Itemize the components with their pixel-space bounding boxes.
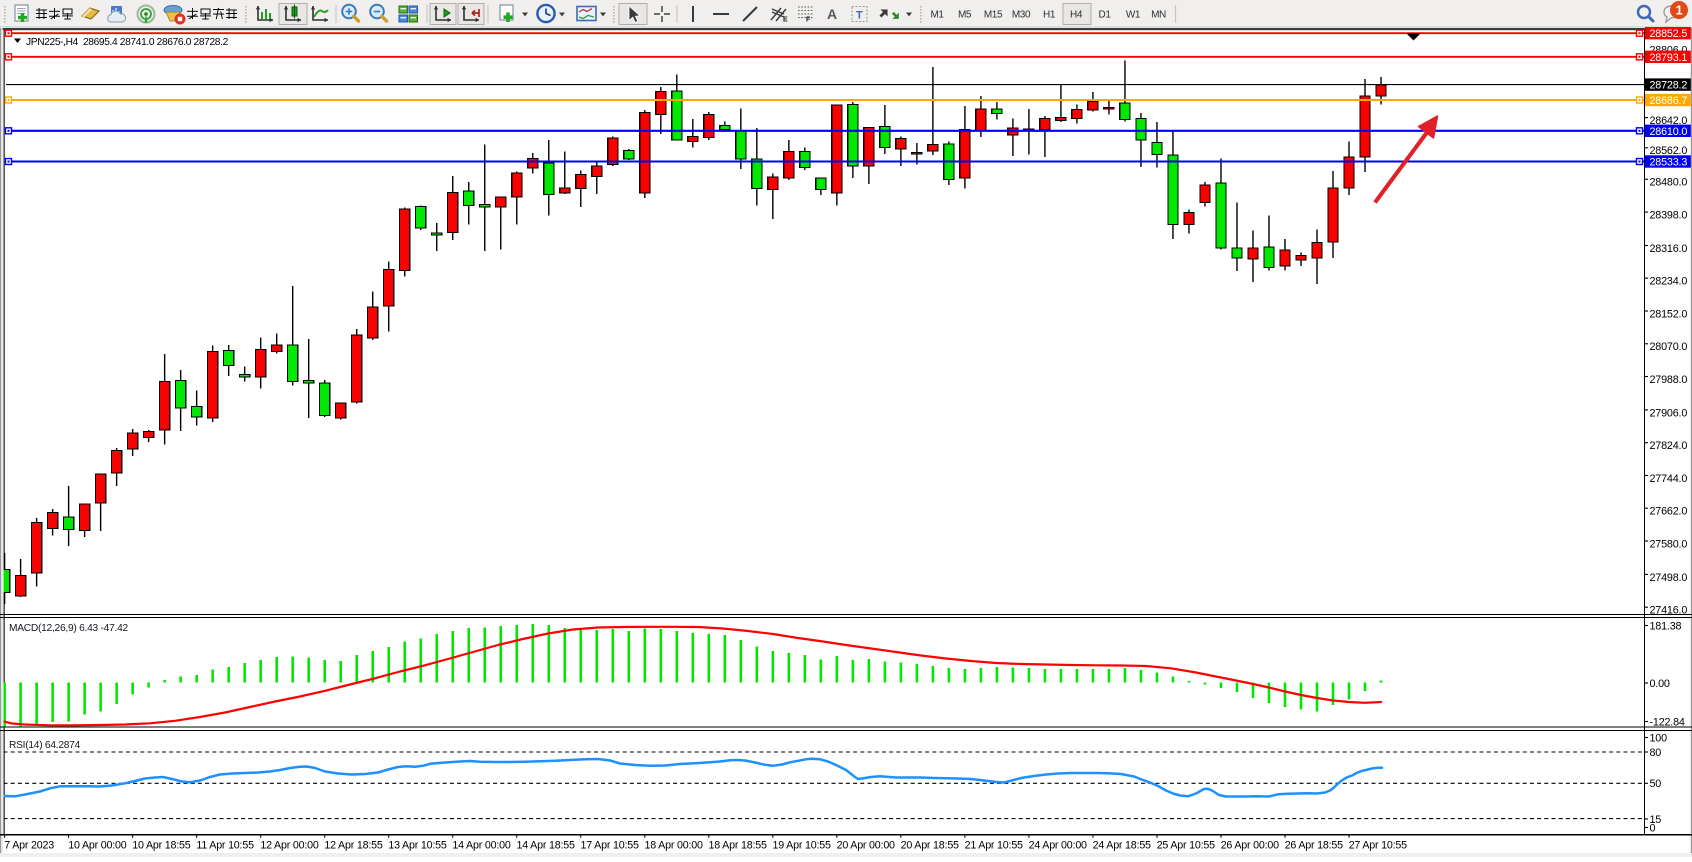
- svg-text:27824.0: 27824.0: [1650, 440, 1688, 452]
- svg-text:28480.0: 28480.0: [1650, 177, 1688, 189]
- svg-text:13 Apr 10:55: 13 Apr 10:55: [388, 840, 446, 852]
- svg-text:MACD(12,26,9) 6.43 -47.42: MACD(12,26,9) 6.43 -47.42: [9, 623, 128, 634]
- svg-text:RSI(14) 64.2874: RSI(14) 64.2874: [9, 740, 81, 751]
- svg-text:MN: MN: [1151, 10, 1166, 21]
- svg-text:11 Apr 10:55: 11 Apr 10:55: [196, 840, 254, 852]
- svg-text:28152.0: 28152.0: [1650, 308, 1688, 320]
- svg-text:28533.3: 28533.3: [1650, 157, 1688, 169]
- svg-text:28562.0: 28562.0: [1650, 145, 1688, 157]
- svg-text:28610.0: 28610.0: [1650, 126, 1688, 138]
- svg-text:M30: M30: [1012, 10, 1031, 21]
- svg-text:10 Apr 00:00: 10 Apr 00:00: [68, 840, 126, 852]
- svg-text:-122.84: -122.84: [1650, 716, 1685, 728]
- svg-text:27906.0: 27906.0: [1650, 407, 1688, 419]
- svg-text:27 Apr 10:55: 27 Apr 10:55: [1349, 840, 1407, 852]
- svg-text:20 Apr 00:00: 20 Apr 00:00: [837, 840, 895, 852]
- svg-text:27498.0: 27498.0: [1650, 572, 1688, 584]
- svg-text:27744.0: 27744.0: [1650, 473, 1688, 485]
- svg-text:28728.2: 28728.2: [1650, 80, 1688, 92]
- svg-text:27988.0: 27988.0: [1650, 374, 1688, 386]
- svg-text:12 Apr 18:55: 12 Apr 18:55: [324, 840, 382, 852]
- svg-text:27580.0: 27580.0: [1650, 538, 1688, 550]
- svg-text:T: T: [856, 10, 863, 22]
- svg-text:24 Apr 00:00: 24 Apr 00:00: [1029, 840, 1087, 852]
- svg-text:15: 15: [1650, 814, 1662, 826]
- svg-text:28234.0: 28234.0: [1650, 276, 1688, 288]
- svg-text:100: 100: [1650, 732, 1668, 744]
- svg-text:28398.0: 28398.0: [1650, 210, 1688, 222]
- svg-text:28070.0: 28070.0: [1650, 341, 1688, 353]
- svg-text:28852.5: 28852.5: [1650, 28, 1688, 40]
- svg-text:12 Apr 00:00: 12 Apr 00:00: [260, 840, 318, 852]
- svg-text:7 Apr 2023: 7 Apr 2023: [4, 840, 54, 852]
- svg-text:181.38: 181.38: [1650, 620, 1682, 632]
- svg-text:25 Apr 10:55: 25 Apr 10:55: [1157, 840, 1215, 852]
- svg-text:10 Apr 18:55: 10 Apr 18:55: [132, 840, 190, 852]
- svg-text:20 Apr 18:55: 20 Apr 18:55: [901, 840, 959, 852]
- svg-text:18 Apr 18:55: 18 Apr 18:55: [709, 840, 767, 852]
- svg-text:14 Apr 18:55: 14 Apr 18:55: [517, 840, 575, 852]
- svg-text:0: 0: [1650, 822, 1656, 834]
- svg-text:JPN225-,H4 28695.4 28741.0 28: JPN225-,H4 28695.4 28741.0 28676.0 28728…: [26, 37, 229, 48]
- svg-text:28316.0: 28316.0: [1650, 243, 1688, 255]
- svg-text:A: A: [827, 6, 837, 22]
- svg-text:80: 80: [1650, 747, 1662, 759]
- svg-text:24 Apr 18:55: 24 Apr 18:55: [1093, 840, 1151, 852]
- svg-text:26 Apr 18:55: 26 Apr 18:55: [1285, 840, 1343, 852]
- svg-text:H1: H1: [1043, 10, 1056, 21]
- svg-text:14 Apr 00:00: 14 Apr 00:00: [452, 840, 510, 852]
- svg-text:18 Apr 00:00: 18 Apr 00:00: [645, 840, 703, 852]
- svg-text:27416.0: 27416.0: [1650, 605, 1688, 617]
- svg-text:M1: M1: [930, 10, 944, 21]
- svg-text:F: F: [806, 17, 811, 24]
- svg-text:17 Apr 10:55: 17 Apr 10:55: [581, 840, 639, 852]
- svg-text:W1: W1: [1126, 10, 1141, 21]
- svg-text:M15: M15: [984, 10, 1003, 21]
- svg-text:26 Apr 00:00: 26 Apr 00:00: [1221, 840, 1279, 852]
- svg-text:1: 1: [1675, 3, 1682, 18]
- svg-text:H4: H4: [1070, 10, 1083, 21]
- svg-text:21 Apr 10:55: 21 Apr 10:55: [965, 840, 1023, 852]
- svg-text:27662.0: 27662.0: [1650, 506, 1688, 518]
- svg-text:M5: M5: [958, 10, 972, 21]
- svg-text:E: E: [783, 17, 788, 24]
- svg-text:D1: D1: [1099, 10, 1112, 21]
- svg-text:28686.7: 28686.7: [1650, 95, 1688, 107]
- svg-text:28793.1: 28793.1: [1650, 52, 1688, 64]
- svg-text:28642.0: 28642.0: [1650, 115, 1688, 127]
- svg-text:50: 50: [1650, 778, 1662, 790]
- svg-text:0.00: 0.00: [1650, 678, 1670, 690]
- svg-text:19 Apr 10:55: 19 Apr 10:55: [773, 840, 831, 852]
